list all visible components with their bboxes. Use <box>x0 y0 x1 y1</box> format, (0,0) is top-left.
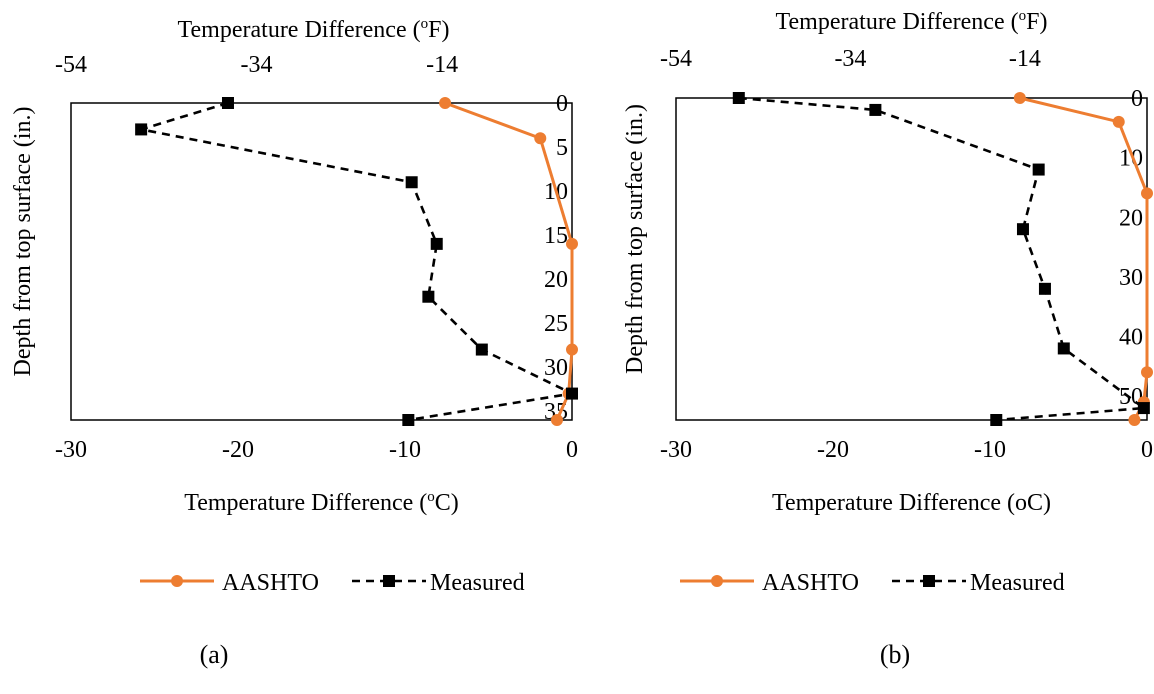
panel-a-x-tick-label: -20 <box>222 437 254 463</box>
panel-a-measured-point <box>135 123 148 136</box>
panel-b-x-tick-label: -10 <box>974 437 1006 463</box>
panel-a-aashto-point <box>534 132 547 145</box>
panel-b-measured-point <box>869 103 882 116</box>
panel-b-measured-point <box>1032 163 1045 176</box>
panel-a-y-tick-label: 15 <box>544 223 568 249</box>
panel-a-aashto-point <box>439 97 452 109</box>
panel-b-series-measured-line <box>738 96 1148 422</box>
panel-b-x-axis-title: Temperature Difference (oC) <box>772 490 1051 516</box>
panel-b-caption: (b) <box>879 640 911 669</box>
panel-a-x-axis-title: Temperature Difference (oC) <box>184 489 459 516</box>
panel-a-x-tick-label: -10 <box>389 437 421 463</box>
panel-a-x2-tick-label: -34 <box>241 52 273 78</box>
panel-a-legend-measured-label: Measured <box>430 570 525 596</box>
panel-a-y-tick-label: 30 <box>544 355 568 381</box>
panel-b-aashto-point <box>1141 187 1153 200</box>
panel-b-aashto-point <box>1013 92 1026 104</box>
panel-b-legend-aashto-marker <box>711 575 723 587</box>
panel-a-measured-point <box>221 97 234 109</box>
panel-a-measured-point <box>566 387 578 400</box>
panel-a-aashto-point <box>566 343 578 356</box>
panel-b-y-axis-title: Depth from top surface (in.) <box>622 104 648 374</box>
panel-b-y-tick-label: 0 <box>1131 86 1143 112</box>
panel-b-legend-aashto-label: AASHTO <box>762 570 859 596</box>
panel-a-y-axis-title: Depth from top surface (in.) <box>10 107 36 377</box>
panel-b-x-tick-label: 0 <box>1141 437 1153 463</box>
panel-a-measured-point <box>422 290 435 303</box>
panel-a-legend-aashto-marker <box>171 575 183 587</box>
panel-a-measured-point <box>402 414 415 426</box>
panel-a-x-tick-label: 0 <box>566 437 578 463</box>
panel-a-series-measured-line <box>140 101 577 422</box>
panel-b-series-aashto-line <box>1019 96 1149 421</box>
panel-a-x2-axis-title: Temperature Difference (oF) <box>178 16 450 43</box>
panel-a-aashto-point <box>550 414 563 426</box>
panel-b-x2-tick-label: -14 <box>1009 46 1041 72</box>
panel-b-measured-point <box>990 414 1003 426</box>
panel-b-x-tick-label: -20 <box>817 437 849 463</box>
panel-a-caption: (a) <box>199 640 229 669</box>
panel-a-x2-tick-label: -14 <box>426 52 458 78</box>
panel-b-x2-tick-label: -34 <box>834 46 866 72</box>
panel-b-measured-point <box>1057 342 1070 355</box>
panel-a-legend-aashto-label: AASHTO <box>222 570 319 596</box>
panel-b-measured-point <box>1038 282 1051 295</box>
panel-b-legend-measured-label: Measured <box>970 570 1065 596</box>
panel-b-measured-point <box>732 92 745 104</box>
panel-b-x-tick-label: -30 <box>660 437 692 463</box>
panel-b-aashto-point <box>1141 366 1153 379</box>
panel-b-y-tick-label: 30 <box>1119 265 1143 291</box>
panel-b-measured-point <box>1137 402 1150 415</box>
panel-b-measured-point <box>1016 223 1029 236</box>
panel-a-measured-point <box>430 237 443 250</box>
panel-a-measured-point <box>475 343 488 356</box>
panel-b-aashto-point <box>1128 414 1141 426</box>
panel-a-y-tick-label: 0 <box>556 91 568 117</box>
panel-a-plot-frame <box>70 102 573 421</box>
panel-a-aashto-point <box>566 237 578 250</box>
panel-a-y-tick-label: 5 <box>556 135 568 161</box>
panel-a-y-tick-label: 20 <box>544 267 568 293</box>
panel-b-legend-measured-marker <box>923 575 935 587</box>
panel-a-y-tick-label: 25 <box>544 311 568 337</box>
panel-a-x-tick-label: -30 <box>55 437 87 463</box>
panel-b-y-tick-label: 20 <box>1119 205 1143 231</box>
panel-a-legend-measured-marker <box>383 575 395 587</box>
panel-b-aashto-point <box>1112 115 1125 128</box>
panel-a-x2-tick-label: -54 <box>55 52 87 78</box>
panel-a-measured-point <box>405 176 418 189</box>
panel-b-y-tick-label: 40 <box>1119 325 1143 351</box>
panel-b-plot-frame <box>675 97 1148 421</box>
panel-b-x2-axis-title: Temperature Difference (oF) <box>776 8 1048 35</box>
panel-b-x2-tick-label: -54 <box>660 46 692 72</box>
